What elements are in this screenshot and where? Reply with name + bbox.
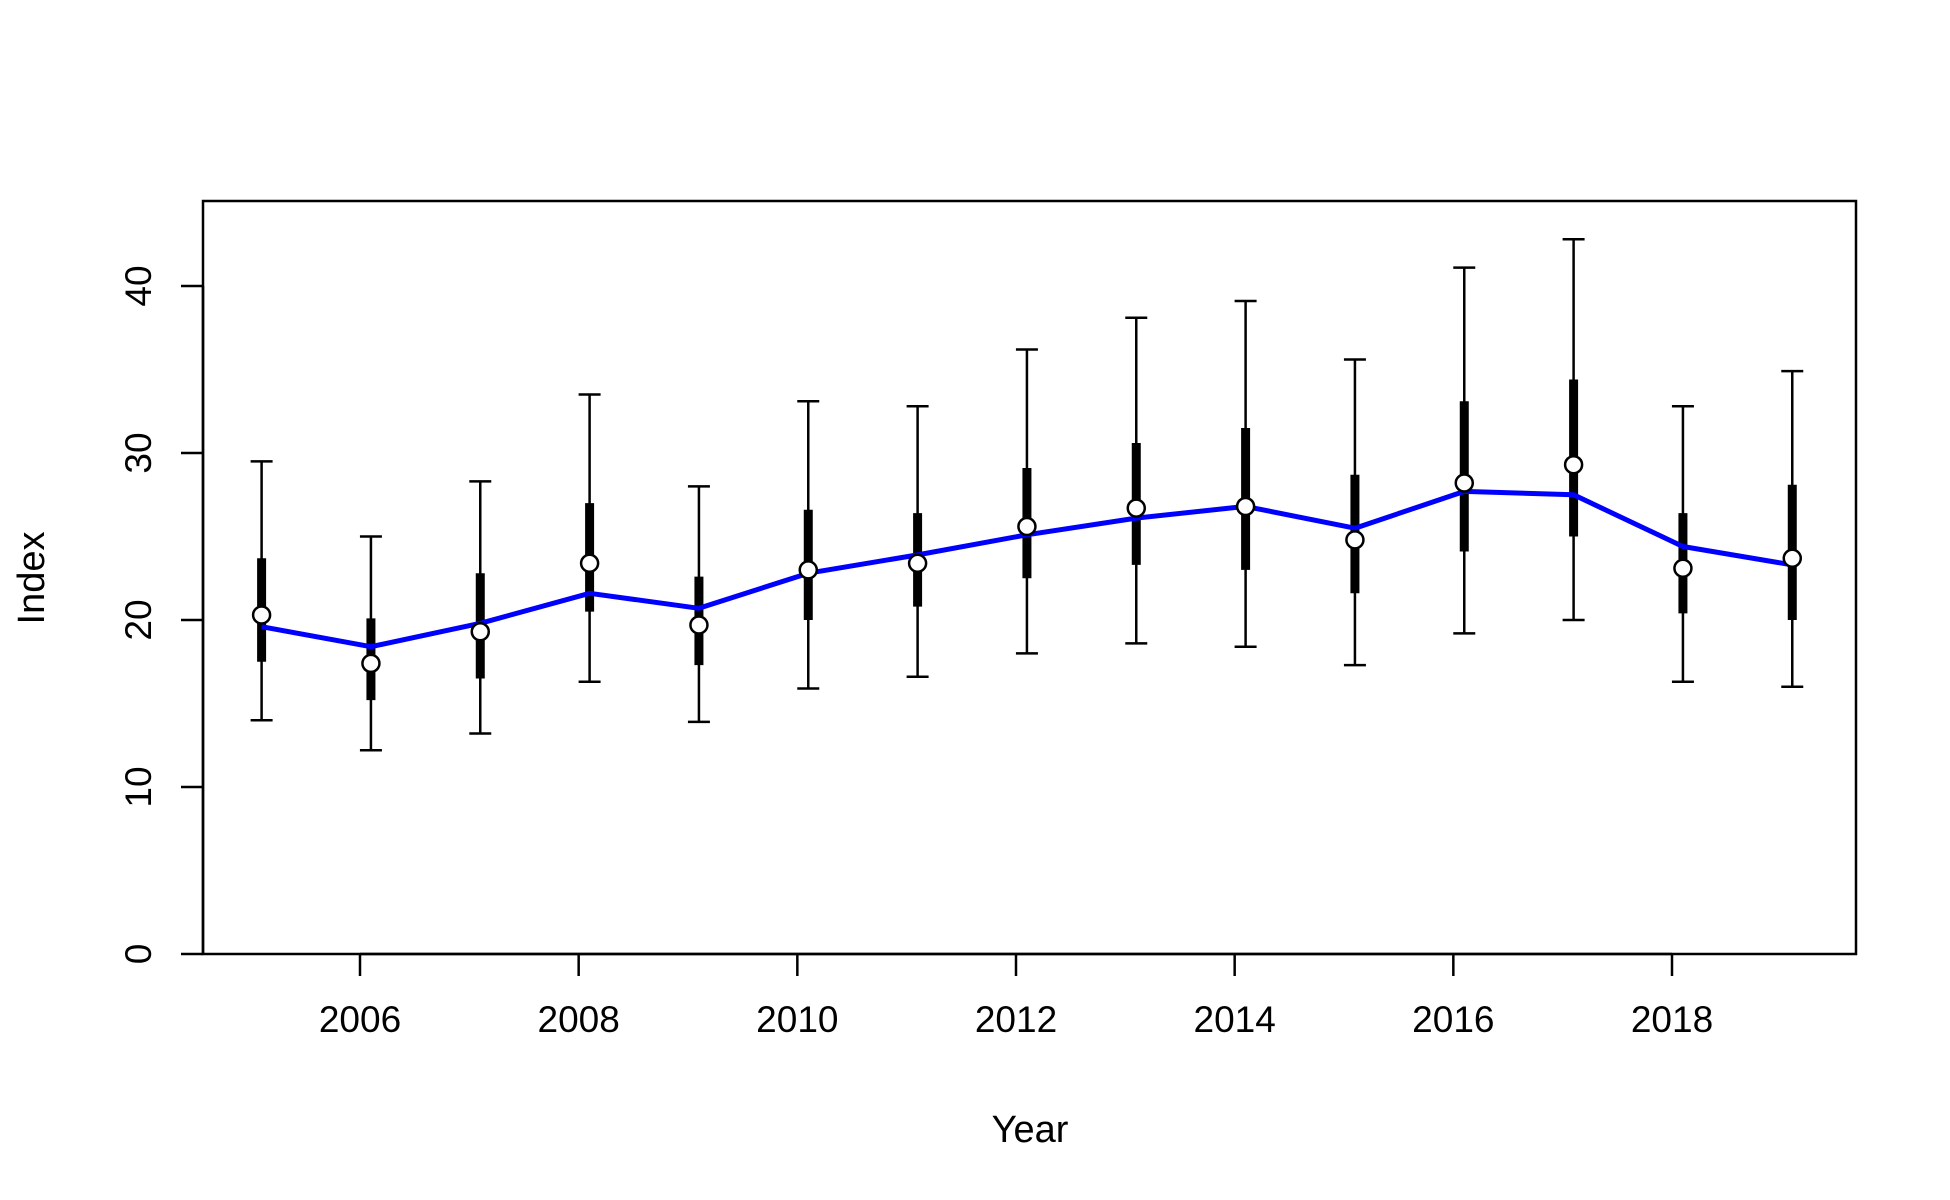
x-tick-label: 2014 xyxy=(1194,999,1276,1040)
x-tick-label: 2018 xyxy=(1631,999,1713,1040)
data-point xyxy=(1454,473,1475,493)
data-point xyxy=(1563,454,1584,475)
y-tick-label: 30 xyxy=(118,432,159,473)
x-tick-label: 2012 xyxy=(975,999,1057,1040)
data-points xyxy=(251,454,1803,674)
data-point xyxy=(361,653,381,674)
data-point xyxy=(470,621,491,642)
data-point xyxy=(1673,558,1693,578)
x-axis-title: Year xyxy=(992,1109,1069,1151)
x-tick-label: 2008 xyxy=(538,999,620,1040)
data-point xyxy=(1126,498,1147,518)
data-point xyxy=(1235,496,1256,517)
x-tick-label: 2016 xyxy=(1412,999,1494,1040)
data-point xyxy=(1017,516,1037,537)
data-point xyxy=(1782,548,1803,568)
x-tick-label: 2006 xyxy=(319,999,401,1040)
y-axis-title: Index xyxy=(11,532,53,625)
x-tick-label: 2010 xyxy=(756,999,838,1040)
data-point xyxy=(251,605,272,625)
y-axis: 0 10 20 30 40 xyxy=(118,265,205,965)
data-point xyxy=(798,560,819,580)
y-tick-label: 20 xyxy=(118,599,159,640)
y-tick-label: 40 xyxy=(118,265,159,306)
y-tick-label: 10 xyxy=(118,766,159,807)
data-point xyxy=(1345,530,1365,550)
data-point xyxy=(579,553,600,573)
y-tick-label: 0 xyxy=(118,944,159,965)
data-point xyxy=(907,553,928,573)
x-axis: 2006 2008 2010 2012 2014 2016 2018 xyxy=(319,952,1713,1040)
data-point xyxy=(689,615,709,635)
